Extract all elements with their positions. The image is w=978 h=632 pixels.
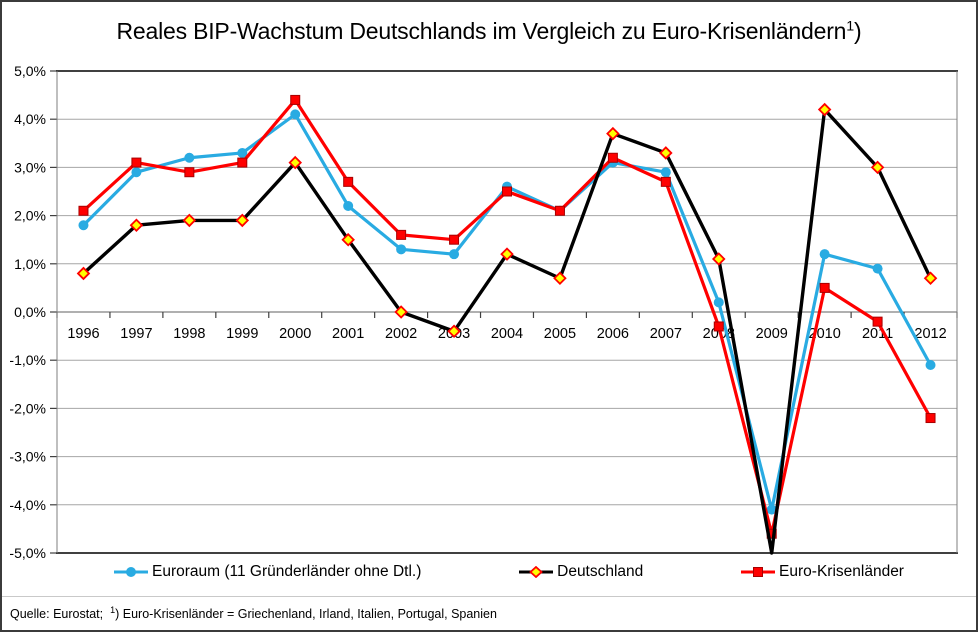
legend-label-euro-krisenlaender: Euro-Krisenländer	[779, 563, 904, 580]
y-axis-tick-label: 1,0%	[14, 256, 46, 272]
data-marker-euro-krisenlaender	[660, 176, 671, 187]
data-marker-deutschland	[447, 324, 461, 339]
data-marker-deutschland	[817, 102, 832, 117]
x-axis-tick-label: 1997	[120, 326, 152, 342]
legend-label-euroraum: Euroraum (11 Gründerländer ohne Dtl.)	[152, 563, 422, 580]
data-marker-deutschland	[341, 232, 355, 247]
title-footnote-paren: )	[854, 18, 862, 44]
data-marker-euro-krisenlaender	[131, 157, 142, 168]
x-axis-tick-label: 2000	[279, 326, 311, 342]
footnote-text: ) Euro-Krisenländer = Griechenland, Irla…	[115, 607, 497, 622]
data-marker-euroraum	[237, 147, 248, 158]
data-marker-euroraum	[184, 152, 195, 163]
y-axis-tick-label: -1,0%	[9, 352, 46, 368]
title-footnote-mark: 1	[846, 18, 854, 35]
y-axis-tick-label: 0,0%	[14, 304, 46, 320]
data-marker-euroraum	[290, 109, 301, 120]
data-marker-euroraum	[660, 167, 671, 178]
data-marker-euro-krisenlaender	[554, 205, 565, 216]
source-note: Quelle: Eurostat; 1) Euro-Krisenländer = …	[10, 605, 497, 621]
line-circle-marker-icon	[114, 567, 148, 577]
data-marker-deutschland	[923, 271, 938, 286]
data-marker-euroraum	[131, 167, 142, 178]
x-axis-tick-label: 2006	[597, 326, 629, 342]
x-axis-tick-label: 2009	[756, 326, 788, 342]
data-marker-euro-krisenlaender	[713, 321, 724, 332]
data-marker-deutschland	[870, 160, 885, 175]
legend-diamond-marker	[529, 566, 543, 578]
x-axis-tick-label: 1999	[226, 326, 258, 342]
chart-legend: Euroraum (11 Gründerländer ohne Dtl.) De…	[114, 563, 904, 581]
y-axis-tick-label: 3,0%	[14, 159, 46, 175]
data-marker-euro-krisenlaender	[925, 413, 936, 424]
line-square-marker-icon	[741, 567, 776, 577]
data-marker-deutschland	[553, 271, 567, 286]
data-marker-euroraum	[343, 200, 354, 211]
data-marker-euroraum	[396, 244, 407, 255]
data-marker-deutschland	[711, 252, 726, 266]
legend-circle-marker	[126, 567, 136, 577]
data-marker-euro-krisenlaender	[78, 205, 89, 216]
x-axis-tick-label: 2005	[544, 326, 576, 342]
chart-title: Reales BIP-Wachstum Deutschlands im Verg…	[2, 18, 976, 45]
x-axis-tick-label: 2007	[650, 326, 682, 342]
x-axis-tick-label: 1998	[173, 326, 205, 342]
data-marker-deutschland	[182, 213, 197, 228]
x-axis-tick-label: 2002	[385, 326, 417, 342]
y-axis-tick-label: -3,0%	[9, 449, 46, 465]
legend-item-deutschland: Deutschland	[519, 563, 643, 581]
x-axis-tick-label: 2012	[914, 326, 946, 342]
x-axis-tick-label: 2001	[332, 326, 364, 342]
chart-title-text: Reales BIP-Wachstum Deutschlands im Verg…	[116, 18, 847, 44]
y-axis-tick-label: 4,0%	[14, 111, 46, 127]
x-axis-tick-label: 2004	[491, 326, 523, 342]
y-axis-tick-label: 2,0%	[14, 208, 46, 224]
data-marker-deutschland	[500, 247, 514, 261]
data-marker-deutschland	[659, 146, 673, 160]
data-marker-deutschland	[235, 213, 250, 228]
y-axis-tick-label: -4,0%	[9, 497, 46, 513]
series-line-euro-krisenlaender	[81, 98, 933, 536]
data-marker-euroraum	[819, 249, 830, 260]
data-marker-euroraum	[872, 263, 883, 274]
data-marker-euro-krisenlaender	[396, 229, 407, 240]
data-marker-euro-krisenlaender	[502, 186, 512, 197]
y-axis-tick-label: -5,0%	[9, 545, 46, 561]
footnote-mark: 1	[110, 605, 116, 615]
y-axis-tick-label: -2,0%	[9, 400, 46, 416]
line-diamond-marker-icon	[519, 566, 554, 578]
data-marker-deutschland	[394, 305, 408, 319]
source-text: Quelle: Eurostat;	[10, 607, 104, 622]
chart-footer-divider	[2, 596, 976, 597]
data-marker-euroraum	[449, 249, 460, 260]
data-marker-euro-krisenlaender	[343, 176, 354, 187]
data-marker-euro-krisenlaender	[290, 94, 301, 105]
data-marker-euro-krisenlaender	[607, 152, 618, 163]
data-marker-euro-krisenlaender	[449, 234, 460, 245]
data-marker-deutschland	[129, 218, 144, 233]
data-marker-euro-krisenlaender	[184, 167, 195, 178]
data-marker-euro-krisenlaender	[237, 157, 248, 168]
data-marker-deutschland	[288, 155, 303, 170]
data-marker-euro-krisenlaender	[872, 316, 883, 327]
data-marker-euroraum	[766, 504, 777, 515]
legend-item-euro-krisenlaender: Euro-Krisenländer	[741, 563, 904, 581]
legend-label-deutschland: Deutschland	[557, 563, 644, 580]
data-marker-euroraum	[925, 360, 936, 371]
x-axis-tick-label: 1996	[67, 326, 99, 342]
data-marker-euroraum	[78, 220, 89, 231]
data-marker-euroraum	[713, 297, 724, 308]
data-marker-euro-krisenlaender	[819, 282, 830, 293]
y-axis-tick-label: 5,0%	[14, 63, 46, 79]
data-marker-deutschland	[76, 266, 91, 281]
legend-item-euroraum: Euroraum (11 Gründerländer ohne Dtl.)	[114, 563, 421, 581]
legend-square-marker	[753, 567, 764, 577]
data-marker-deutschland	[606, 126, 620, 141]
